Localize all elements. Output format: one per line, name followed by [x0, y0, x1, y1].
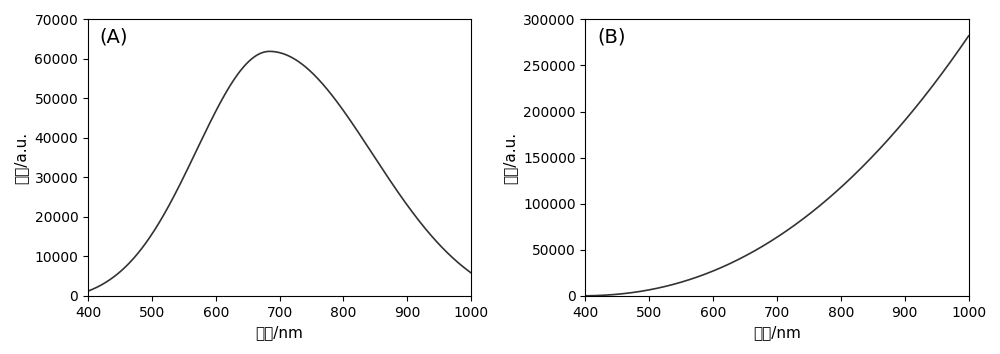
X-axis label: 波长/nm: 波长/nm: [256, 325, 304, 340]
Y-axis label: 强度/a.u.: 强度/a.u.: [14, 132, 29, 184]
Text: (A): (A): [100, 28, 128, 47]
X-axis label: 波长/nm: 波长/nm: [753, 325, 801, 340]
Text: (B): (B): [597, 28, 625, 47]
Y-axis label: 强度/a.u.: 强度/a.u.: [503, 132, 518, 184]
